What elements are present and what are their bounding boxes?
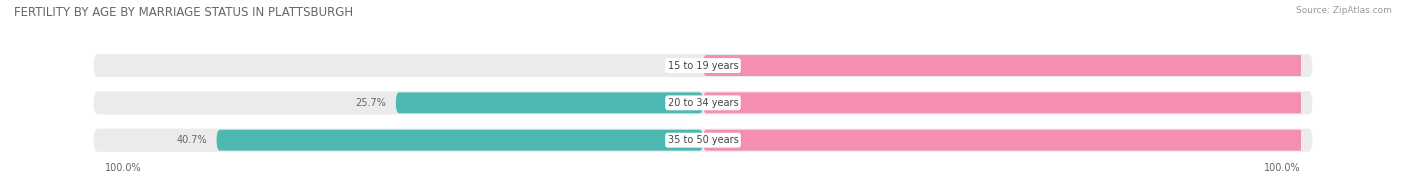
FancyBboxPatch shape: [396, 92, 703, 113]
FancyBboxPatch shape: [93, 91, 1313, 114]
Text: 100.0%: 100.0%: [105, 163, 142, 173]
Text: FERTILITY BY AGE BY MARRIAGE STATUS IN PLATTSBURGH: FERTILITY BY AGE BY MARRIAGE STATUS IN P…: [14, 6, 353, 19]
FancyBboxPatch shape: [703, 92, 1406, 113]
FancyBboxPatch shape: [93, 129, 1313, 152]
Text: Source: ZipAtlas.com: Source: ZipAtlas.com: [1296, 6, 1392, 15]
FancyBboxPatch shape: [93, 54, 1313, 77]
Text: 20 to 34 years: 20 to 34 years: [668, 98, 738, 108]
FancyBboxPatch shape: [703, 55, 1406, 76]
Text: 15 to 19 years: 15 to 19 years: [668, 61, 738, 71]
Text: 0.0%: 0.0%: [669, 61, 693, 71]
Text: 40.7%: 40.7%: [176, 135, 207, 145]
Text: 35 to 50 years: 35 to 50 years: [668, 135, 738, 145]
FancyBboxPatch shape: [703, 130, 1406, 151]
Text: 25.7%: 25.7%: [356, 98, 387, 108]
FancyBboxPatch shape: [217, 130, 703, 151]
Text: 100.0%: 100.0%: [1264, 163, 1301, 173]
